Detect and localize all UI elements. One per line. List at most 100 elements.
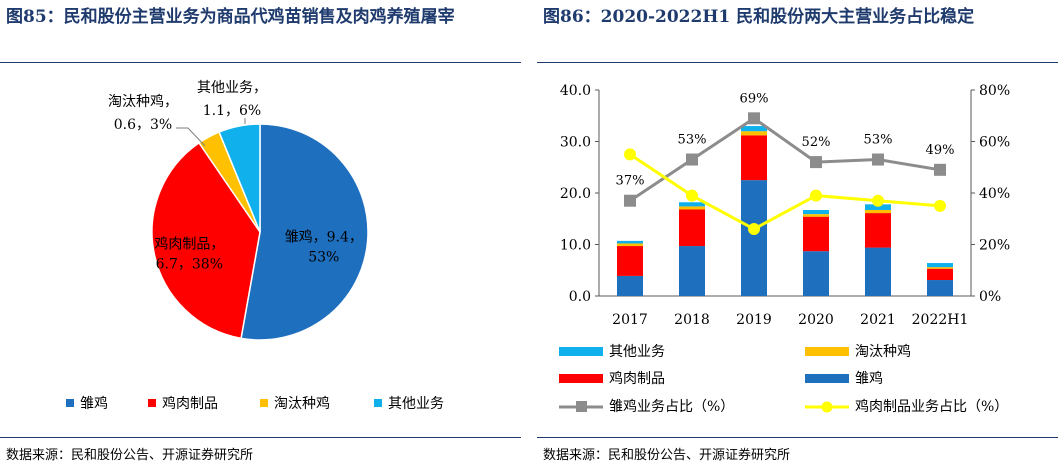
line-marker — [810, 189, 822, 202]
data-label: 53% — [864, 133, 893, 148]
bar-segment — [741, 131, 767, 136]
legend-marker — [576, 401, 587, 412]
pie-slice-2 — [151, 141, 261, 340]
legend-swatch — [805, 347, 849, 356]
y-right-tick-label: 60% — [979, 135, 1010, 151]
pie-chart: 雏鸡，9.4， 53% 鸡肉制品， 6.7，38% 淘汰种鸡， 0.6，3% 其他业务， 1.… — [66, 80, 444, 412]
y-right-tick-label: 20% — [979, 238, 1010, 254]
legend-label: 鸡肉制品业务占比（%） — [855, 398, 1008, 415]
data-label: 69% — [740, 91, 769, 106]
y-left-tick-label: 40.0 — [560, 83, 591, 99]
x-tick-label: 2019 — [736, 312, 772, 328]
left-panel: 图85：民和股份主营业务为商品代鸡苗销售及肉鸡养殖屠宰 雏鸡，9.4， 53% 鸡肉… — [0, 0, 521, 466]
legend-label: 鸡肉制品 — [609, 370, 665, 387]
y-right-tick-label: 40% — [979, 186, 1010, 202]
bar-segment — [927, 280, 953, 296]
bar-segment — [865, 213, 891, 248]
line-marker — [686, 189, 698, 202]
right-panel: 图86：2020-2022H1 民和股份两大主营业务占比稳定 0.0 10.0 20… — [537, 0, 1058, 466]
legend-label: 雏鸡 — [80, 395, 108, 412]
bar-segment — [741, 126, 767, 132]
y-left-tick-label: 10.0 — [560, 238, 591, 254]
bar-segment — [865, 204, 891, 210]
bar-segment — [865, 247, 891, 296]
y-right-tick-label: 80% — [979, 83, 1010, 99]
line-marker — [872, 194, 884, 207]
legend-label: 雏鸡业务占比（%） — [609, 398, 734, 415]
bar-segment — [679, 202, 705, 207]
data-label: 49% — [926, 143, 955, 158]
bar-segment — [741, 135, 767, 181]
legend-swatch — [559, 374, 603, 383]
y-right-tick-label: 0% — [979, 289, 1001, 305]
bar-segment — [803, 216, 829, 252]
y-left-tick-label: 20.0 — [560, 186, 591, 202]
pie-label-line1: 雏鸡，9.4， — [285, 228, 363, 245]
legend-label: 鸡肉制品 — [162, 395, 218, 412]
bar-segment — [741, 180, 767, 296]
bar-segment — [803, 209, 829, 215]
pie-label-line2: 6.7，38% — [156, 257, 223, 273]
pie-label-line2: 1.1，6% — [203, 103, 261, 119]
pie-label-line1: 鸡肉制品， — [154, 236, 224, 253]
bar-segment — [927, 263, 953, 268]
line-marker — [872, 153, 884, 166]
x-tick-label: 2017 — [612, 312, 648, 328]
bar-segment — [927, 268, 953, 281]
source-rule — [0, 437, 521, 438]
line-marker — [624, 148, 636, 161]
y-left-tick-label: 30.0 — [560, 135, 591, 151]
x-tick-label: 2020 — [798, 312, 834, 328]
x-tick-label: 2021 — [860, 312, 896, 328]
bar-segment — [803, 251, 829, 296]
source-rule — [537, 437, 1058, 438]
bar-segment — [679, 206, 705, 210]
legend-swatch — [374, 399, 382, 407]
line-marker — [686, 153, 698, 166]
x-tick-label: 2018 — [674, 312, 710, 328]
data-label: 37% — [616, 174, 645, 189]
line-marker — [748, 112, 760, 125]
bar-segment — [679, 209, 705, 247]
legend-label: 淘汰种鸡 — [274, 395, 330, 412]
line-marker — [934, 163, 946, 176]
pie-label-line1: 其他业务， — [197, 80, 267, 96]
bar-segment — [617, 243, 643, 247]
legend-label: 淘汰种鸡 — [855, 343, 911, 360]
line-marker — [748, 223, 760, 236]
line-series-2 — [629, 153, 941, 231]
pie-label-line2: 53% — [308, 249, 339, 265]
title-rule — [537, 62, 1058, 63]
x-tick-label: 2022H1 — [912, 312, 969, 328]
bar-segment — [865, 209, 891, 214]
line-marker — [810, 156, 822, 169]
title-rule — [0, 62, 521, 63]
legend-label: 其他业务 — [388, 396, 444, 412]
combo-source-note: 数据来源：民和股份公告、开源证券研究所 — [543, 448, 791, 463]
pie-source-note: 数据来源：民和股份公告、开源证券研究所 — [6, 448, 254, 463]
legend-marker — [821, 401, 833, 413]
legend-label: 雏鸡 — [855, 370, 883, 387]
pie-label-line1: 淘汰种鸡， — [108, 93, 178, 110]
line-marker — [934, 199, 946, 212]
bar-segment — [679, 246, 705, 296]
bar-segment — [617, 275, 643, 296]
pie-slice-1 — [240, 123, 369, 341]
y-left-tick-label: 0.0 — [569, 289, 591, 305]
pie-label-line2: 0.6，3% — [114, 117, 172, 133]
combo-figure-title: 图86：2020-2022H1 民和股份两大主营业务占比稳定 — [543, 7, 975, 27]
combo-chart: 0.0 10.0 20.0 30.0 40.0 0% 20% 40% 60% 80% 2017 201… — [559, 83, 1010, 415]
data-label: 53% — [678, 133, 707, 148]
bar-segment — [927, 267, 953, 269]
legend-swatch — [260, 399, 268, 407]
legend-swatch — [805, 374, 849, 383]
pie-leader-line — [176, 127, 206, 147]
legend-swatch — [66, 399, 74, 407]
line-marker — [624, 194, 636, 207]
line-series-1 — [629, 116, 941, 202]
bar-segment — [803, 214, 829, 217]
pie-slice-4 — [218, 123, 261, 233]
bar-segment — [617, 246, 643, 276]
legend-swatch — [559, 347, 603, 356]
data-label: 52% — [802, 135, 831, 150]
